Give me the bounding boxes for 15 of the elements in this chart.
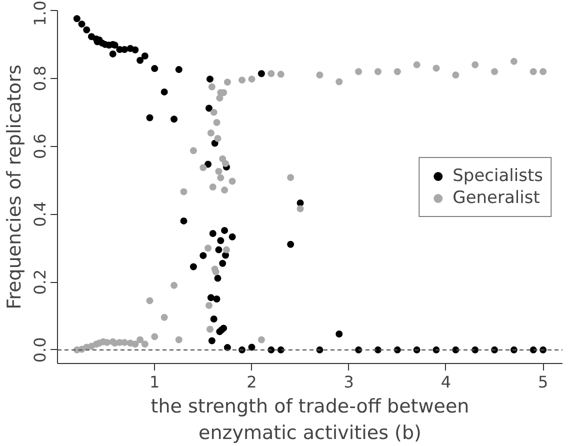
y-tick-label: 1.0: [30, 0, 50, 26]
x-tick-label: 1: [150, 372, 160, 392]
y-tick-label: 0.2: [30, 269, 50, 295]
x-axis-title: the strength of trade-off between enzymatic activities (b): [150, 396, 470, 444]
y-tick-label: 0.4: [30, 201, 50, 227]
y-axis-title: Frequencies of replicators: [4, 64, 26, 310]
x-tick-label: 2: [246, 372, 257, 392]
x-tick-label: 5: [538, 372, 548, 392]
y-tick-label: 0.6: [30, 134, 50, 159]
y-tick-label: 0.8: [30, 66, 50, 92]
legend-label: Specialists: [452, 166, 543, 186]
y-tick-label: 0.0: [30, 337, 50, 363]
x-tick-label: 4: [440, 372, 452, 392]
legend-label: Generalist: [452, 188, 540, 208]
x-tick-label: 3: [344, 372, 354, 392]
